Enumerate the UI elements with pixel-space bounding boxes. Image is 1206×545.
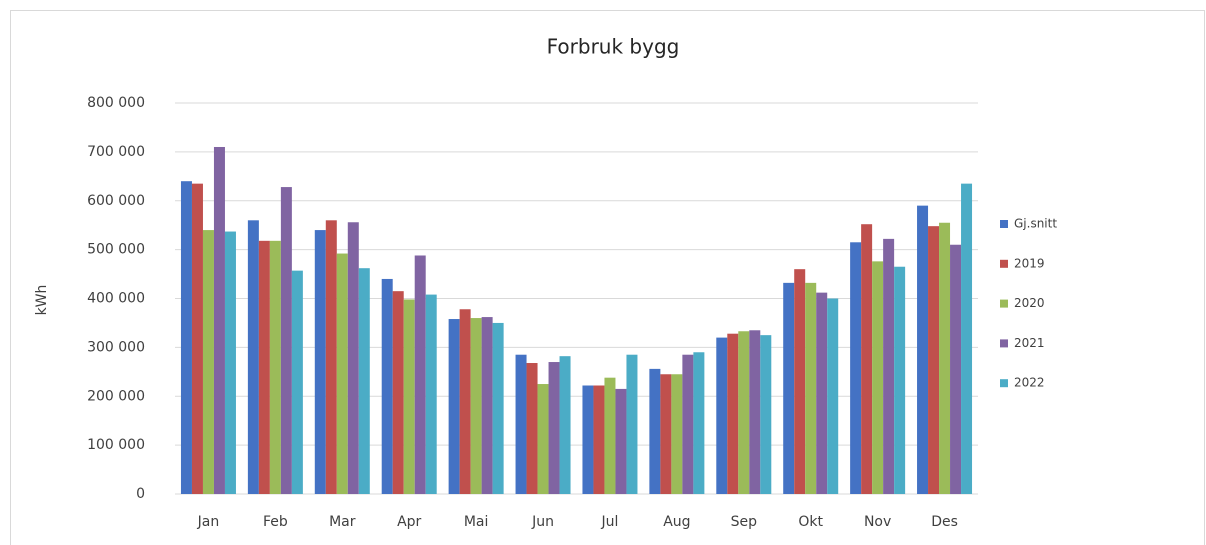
bar	[816, 292, 828, 494]
bar	[347, 222, 359, 494]
bar	[291, 270, 303, 494]
legend-label: Gj.snitt	[1014, 217, 1057, 231]
bar	[939, 222, 951, 494]
bar	[950, 244, 962, 494]
bar	[481, 317, 493, 494]
x-tick-label: Okt	[798, 514, 823, 530]
legend-swatch	[1000, 339, 1008, 348]
bar	[894, 266, 906, 494]
x-tick-label: Apr	[397, 514, 421, 530]
bar	[247, 220, 259, 495]
bar	[459, 309, 471, 494]
x-tick-label: Jun	[531, 514, 554, 530]
bar	[358, 268, 370, 494]
bar	[470, 318, 482, 494]
bar	[258, 240, 270, 494]
bar	[760, 335, 772, 494]
bar	[928, 226, 940, 495]
x-tick-label: Aug	[663, 514, 690, 530]
bar	[727, 333, 739, 494]
chart-frame	[10, 10, 1205, 545]
bar	[615, 388, 627, 494]
y-tick-label: 200 000	[87, 388, 145, 404]
bar	[961, 183, 973, 495]
x-tick-label: Mai	[464, 514, 489, 530]
bar	[269, 240, 281, 494]
chart-title: Forbruk bygg	[547, 35, 680, 59]
bar	[325, 220, 337, 495]
bar	[593, 385, 605, 494]
legend-swatch	[1000, 299, 1008, 308]
y-tick-label: 800 000	[87, 95, 145, 111]
bar	[604, 377, 616, 494]
bar	[827, 298, 839, 494]
legend-label: 2021	[1014, 336, 1045, 350]
legend-swatch	[1000, 379, 1008, 388]
x-tick-label: Feb	[263, 514, 288, 530]
bar	[649, 368, 661, 494]
bar	[403, 299, 415, 494]
bar	[582, 385, 594, 494]
bar	[794, 269, 806, 494]
bar	[716, 337, 728, 494]
bar	[917, 205, 929, 494]
bar	[559, 356, 571, 494]
bar	[872, 261, 884, 494]
legend-swatch	[1000, 220, 1008, 228]
x-tick-label: Mar	[329, 514, 356, 530]
y-tick-label: 600 000	[87, 193, 145, 209]
bar	[783, 282, 795, 494]
bar	[682, 354, 694, 494]
x-tick-label: Sep	[731, 514, 758, 530]
bar	[224, 231, 236, 494]
x-tick-label: Nov	[864, 514, 891, 530]
bar	[671, 374, 683, 494]
bar	[805, 282, 817, 494]
bar	[515, 354, 527, 494]
y-tick-label: 100 000	[87, 437, 145, 453]
bar	[381, 278, 393, 494]
bar	[180, 181, 192, 494]
bar	[202, 230, 214, 494]
y-tick-label: 400 000	[87, 291, 145, 307]
bar	[537, 384, 549, 494]
bar	[861, 224, 873, 494]
bar	[314, 230, 326, 494]
bar	[850, 242, 862, 494]
bar	[414, 255, 426, 494]
bar	[448, 319, 460, 494]
bar	[626, 354, 638, 494]
bar	[660, 374, 672, 494]
bar	[191, 183, 203, 495]
bar	[213, 146, 225, 495]
bar	[548, 362, 560, 494]
bar	[492, 322, 504, 494]
bar	[693, 352, 705, 494]
bar	[526, 363, 538, 494]
x-tick-label: Des	[931, 514, 958, 530]
x-tick-label: Jan	[197, 514, 220, 530]
y-tick-label: 0	[136, 486, 145, 502]
y-tick-label: 700 000	[87, 144, 145, 160]
y-tick-label: 300 000	[87, 339, 145, 355]
legend-label: 2020	[1014, 296, 1045, 310]
bar	[425, 294, 437, 494]
bar	[749, 330, 761, 494]
legend-label: 2022	[1014, 376, 1045, 390]
bar	[336, 253, 348, 494]
x-tick-label: Jul	[601, 514, 619, 530]
y-axis-label: kWh	[34, 285, 50, 316]
legend-swatch	[1000, 259, 1008, 268]
legend-label: 2019	[1014, 256, 1045, 270]
bar	[738, 331, 750, 494]
bar	[280, 187, 292, 494]
bar	[392, 291, 404, 494]
y-tick-label: 500 000	[87, 242, 145, 258]
bar	[883, 238, 895, 494]
